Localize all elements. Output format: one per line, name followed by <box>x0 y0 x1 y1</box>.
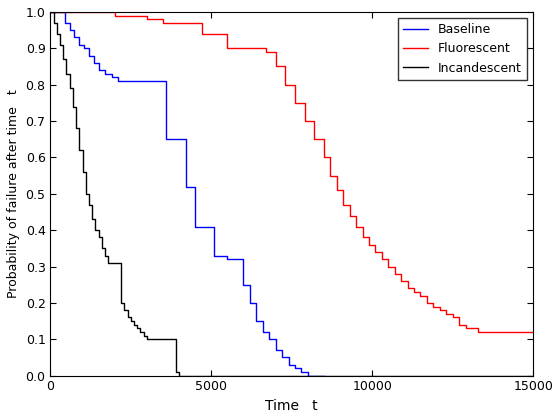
Line: Incandescent: Incandescent <box>50 12 533 375</box>
Fluorescent <box>475 329 482 334</box>
Incandescent <box>176 373 183 378</box>
Baseline <box>47 9 54 14</box>
Incandescent <box>47 9 54 14</box>
Fluorescent <box>253 46 260 51</box>
Baseline <box>285 362 292 367</box>
Incandescent <box>115 260 122 265</box>
Fluorescent <box>111 13 118 18</box>
Fluorescent <box>366 242 372 247</box>
Fluorescent <box>372 242 379 247</box>
Fluorescent <box>47 9 54 14</box>
Legend: Baseline, Fluorescent, Incandescent: Baseline, Fluorescent, Incandescent <box>398 18 527 80</box>
Line: Baseline: Baseline <box>50 12 324 375</box>
Incandescent <box>73 104 80 109</box>
Baseline <box>185 184 192 189</box>
Fluorescent <box>533 329 540 334</box>
X-axis label: Time   t: Time t <box>265 399 318 413</box>
Incandescent <box>530 373 536 378</box>
Baseline <box>305 373 311 378</box>
Fluorescent <box>410 286 417 291</box>
Baseline <box>76 35 83 40</box>
Y-axis label: Probability of failure after time   t: Probability of failure after time t <box>7 89 20 298</box>
Incandescent <box>99 235 105 240</box>
Baseline <box>81 42 87 47</box>
Incandescent <box>89 202 96 207</box>
Baseline <box>147 79 153 84</box>
Incandescent <box>89 217 96 222</box>
Baseline <box>95 68 102 73</box>
Baseline <box>320 373 327 378</box>
Line: Fluorescent: Fluorescent <box>50 12 536 332</box>
Fluorescent <box>282 82 288 87</box>
Incandescent <box>102 246 109 251</box>
